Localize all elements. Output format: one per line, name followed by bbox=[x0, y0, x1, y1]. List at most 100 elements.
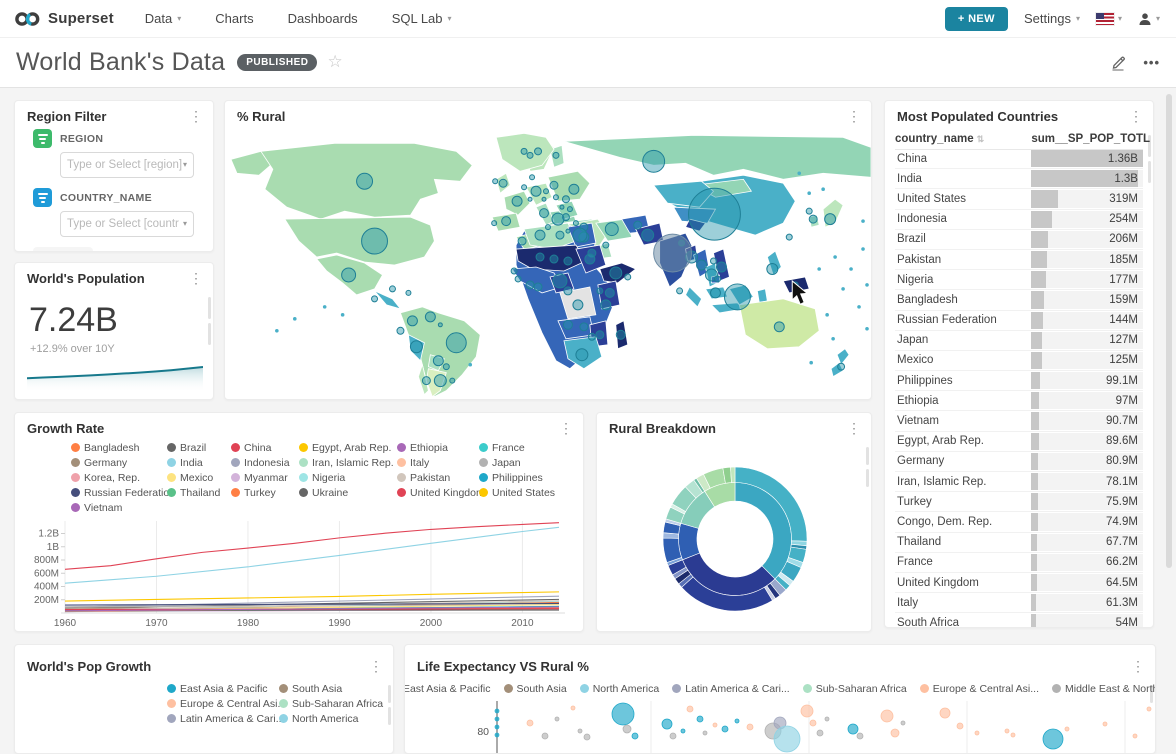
country-cell: France bbox=[895, 553, 1031, 572]
superset-logo[interactable]: Superset bbox=[0, 10, 128, 28]
edit-pencil-icon[interactable] bbox=[1108, 53, 1127, 72]
legend-item-bangladesh[interactable]: Bangladesh bbox=[71, 440, 167, 455]
legend-item-latin-america-cari[interactable]: Latin America & Cari... bbox=[167, 711, 279, 726]
settings-menu[interactable]: Settings ▾ bbox=[1024, 11, 1080, 26]
legend-item-philippines[interactable]: Philippines bbox=[479, 470, 567, 485]
table-sort-header-sum-sp-pop-totl[interactable]: sum__SP_POP_TOTL⇅ bbox=[1031, 129, 1143, 149]
map-dot bbox=[865, 327, 869, 331]
nav-item-data[interactable]: Data▾ bbox=[128, 0, 198, 37]
legend-item-europe-central-asi[interactable]: Europe & Central Asi... bbox=[167, 696, 279, 711]
kebab-menu-icon[interactable]: ⋮ bbox=[1127, 107, 1145, 125]
nav-item-dashboards[interactable]: Dashboards bbox=[271, 0, 375, 37]
legend-item-north-america[interactable]: North America bbox=[279, 711, 391, 726]
legend-label: Latin America & Cari... bbox=[180, 713, 284, 725]
map-bubble bbox=[556, 231, 564, 239]
legend-item-france[interactable]: France bbox=[479, 440, 567, 455]
legend-item-east-asia-pacific[interactable]: East Asia & Pacific bbox=[167, 681, 279, 696]
legend-item-turkey[interactable]: Turkey bbox=[231, 485, 299, 500]
legend-item-myanmar[interactable]: Myanmar bbox=[231, 470, 299, 485]
scatter-point bbox=[735, 719, 739, 723]
select-placeholder: Type or Select [countr bbox=[67, 218, 183, 230]
legend-item-united-states[interactable]: United States bbox=[479, 485, 567, 500]
legend-item-south-asia[interactable]: South Asia bbox=[504, 681, 567, 696]
kebab-menu-icon[interactable]: ⋮ bbox=[367, 657, 385, 675]
legend-item-pakistan[interactable]: Pakistan bbox=[397, 470, 479, 485]
legend-item-brazil[interactable]: Brazil bbox=[167, 440, 231, 455]
scrollbar-thumb[interactable] bbox=[1148, 161, 1151, 183]
legend-item-latin-america-cari[interactable]: Latin America & Cari... bbox=[672, 681, 789, 696]
legend-item-east-asia-pacific[interactable]: East Asia & Pacific bbox=[404, 681, 491, 696]
select-country-name[interactable]: Type or Select [countr▾ bbox=[60, 211, 194, 237]
legend-item-korea-rep[interactable]: Korea, Rep. bbox=[71, 470, 167, 485]
legend-item-russian-federation[interactable]: Russian Federation bbox=[71, 485, 167, 500]
kebab-menu-icon[interactable]: ⋮ bbox=[1129, 657, 1147, 675]
legend-item-vietnam[interactable]: Vietnam bbox=[71, 500, 167, 515]
card-title: % Rural bbox=[237, 109, 285, 124]
scatter-point bbox=[578, 729, 582, 733]
map-dot bbox=[831, 337, 835, 341]
map-bubble bbox=[566, 229, 570, 233]
more-actions-icon[interactable]: ••• bbox=[1143, 55, 1160, 70]
new-button[interactable]: + NEW bbox=[945, 7, 1008, 31]
favorite-star-icon[interactable]: ☆ bbox=[327, 52, 342, 72]
legend-item-india[interactable]: India bbox=[167, 455, 231, 470]
legend-item-ethiopia[interactable]: Ethiopia bbox=[397, 440, 479, 455]
apply-button[interactable]: APPLY bbox=[33, 247, 93, 252]
rural-sunburst-chart bbox=[597, 439, 872, 631]
legend-label: Myanmar bbox=[244, 472, 288, 484]
value-bar bbox=[1031, 433, 1038, 450]
legend-item-nigeria[interactable]: Nigeria bbox=[299, 470, 397, 485]
kebab-menu-icon[interactable]: ⋮ bbox=[845, 107, 863, 125]
legend-item-japan[interactable]: Japan bbox=[479, 455, 567, 470]
legend-item-middle-east-north[interactable]: Middle East & North ... bbox=[1052, 681, 1156, 696]
language-selector[interactable]: ▾ bbox=[1096, 13, 1122, 25]
legend-item-united-kingdom[interactable]: United Kingdom bbox=[397, 485, 479, 500]
country-cell: United States bbox=[895, 189, 1031, 208]
map-bubble bbox=[562, 196, 569, 203]
legend-item-germany[interactable]: Germany bbox=[71, 455, 167, 470]
legend-label: North America bbox=[292, 713, 359, 725]
column-label: country_name bbox=[895, 133, 974, 145]
map-dot bbox=[807, 191, 811, 195]
legend-item-iran-islamic-rep[interactable]: Iran, Islamic Rep. bbox=[299, 455, 397, 470]
map-bubble bbox=[774, 322, 784, 332]
legend-item-sub-saharan-africa[interactable]: Sub-Saharan Africa bbox=[279, 696, 391, 711]
page-scrollbar[interactable] bbox=[1166, 94, 1172, 568]
scrollbar-thumb[interactable] bbox=[208, 323, 211, 345]
nav-item-sql-lab[interactable]: SQL Lab▾ bbox=[375, 0, 469, 37]
country-cell: Russian Federation bbox=[895, 311, 1031, 330]
kebab-menu-icon[interactable]: ⋮ bbox=[187, 269, 205, 287]
legend-label: Pakistan bbox=[410, 472, 450, 484]
legend-item-china[interactable]: China bbox=[231, 440, 299, 455]
legend-label: Bangladesh bbox=[84, 442, 139, 454]
kebab-menu-icon[interactable]: ⋮ bbox=[845, 419, 863, 437]
legend-item-north-america[interactable]: North America bbox=[580, 681, 660, 696]
nav-item-label: Dashboards bbox=[288, 11, 358, 26]
legend-item-ukraine[interactable]: Ukraine bbox=[299, 485, 397, 500]
legend-dot bbox=[279, 699, 288, 708]
map-bubble bbox=[569, 184, 579, 194]
legend-item-indonesia[interactable]: Indonesia bbox=[231, 455, 299, 470]
legend-item-thailand[interactable]: Thailand bbox=[167, 485, 231, 500]
nav-item-charts[interactable]: Charts bbox=[198, 0, 270, 37]
map-bubble bbox=[499, 179, 507, 187]
legend-item-south-asia[interactable]: South Asia bbox=[279, 681, 391, 696]
country-cell: Bangladesh bbox=[895, 290, 1031, 309]
table-sort-header-country-name[interactable]: country_name⇅ bbox=[895, 129, 1031, 149]
scrollbar-thumb[interactable] bbox=[208, 297, 211, 319]
kebab-menu-icon[interactable]: ⋮ bbox=[557, 419, 575, 437]
legend-item-egypt-arab-rep[interactable]: Egypt, Arab Rep. bbox=[299, 440, 397, 455]
kebab-menu-icon[interactable]: ⋮ bbox=[187, 107, 205, 125]
user-menu[interactable]: ▾ bbox=[1138, 12, 1160, 26]
legend-item-mexico[interactable]: Mexico bbox=[167, 470, 231, 485]
map-bubble bbox=[553, 152, 559, 158]
legend-item-sub-saharan-africa[interactable]: Sub-Saharan Africa bbox=[803, 681, 907, 696]
legend-dot bbox=[167, 458, 176, 467]
legend-item-italy[interactable]: Italy bbox=[397, 455, 479, 470]
select-region[interactable]: Type or Select [region]▾ bbox=[60, 152, 194, 178]
legend-item-europe-central-asi[interactable]: Europe & Central Asi... bbox=[920, 681, 1039, 696]
